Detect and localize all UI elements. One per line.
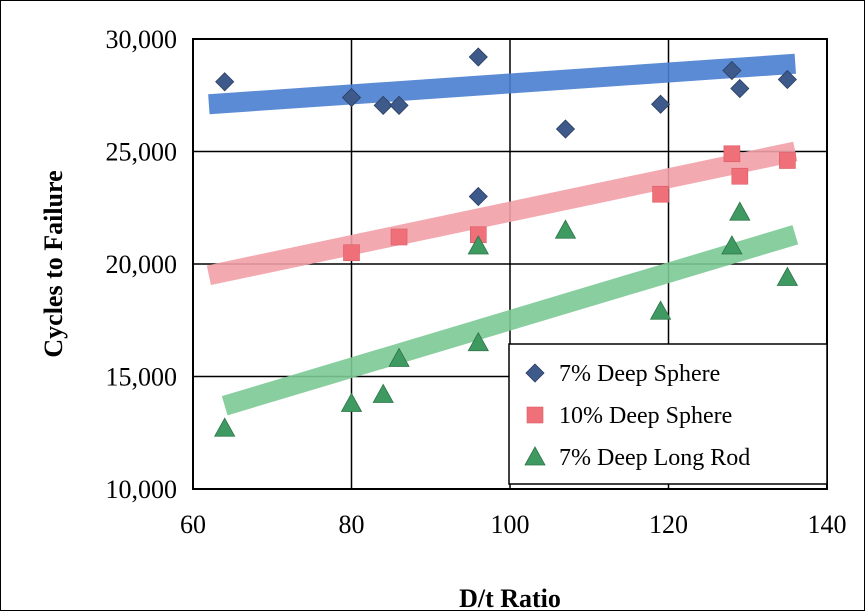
- data-points: [214, 47, 799, 437]
- data-point-series-2: [723, 145, 741, 163]
- data-point-series-3: [372, 383, 394, 403]
- trend-lines: [206, 53, 799, 416]
- legend-marker-3: [524, 446, 546, 466]
- data-point-series-1: [341, 87, 362, 108]
- y-tick-label: 20,000: [106, 250, 178, 279]
- y-tick-label: 30,000: [106, 25, 178, 54]
- x-tick-label: 100: [491, 510, 530, 539]
- x-tick-label: 80: [339, 510, 365, 539]
- data-point-series-2: [390, 228, 408, 246]
- data-point-series-3: [467, 331, 489, 352]
- data-point-series-3: [554, 219, 577, 239]
- trend-line-3: [221, 225, 799, 416]
- y-axis-title: Cycles to Failure: [39, 170, 68, 357]
- data-point-series-3: [721, 235, 743, 255]
- x-tick-labels: 60 80 100 120 140: [180, 510, 847, 539]
- data-point-series-1: [651, 94, 671, 114]
- data-point-series-3: [776, 266, 799, 286]
- data-point-series-3: [214, 417, 236, 437]
- legend-marker-2: [526, 406, 544, 424]
- y-tick-label: 15,000: [106, 363, 178, 392]
- legend-box: [508, 343, 828, 485]
- legend-label-2: 10% Deep Sphere: [559, 403, 732, 429]
- data-point-series-1: [468, 186, 488, 207]
- data-point-series-1: [730, 78, 750, 99]
- data-point-series-2: [343, 244, 360, 262]
- data-point-series-1: [215, 72, 235, 92]
- legend-label-1: 7% Deep Sphere: [559, 361, 720, 387]
- data-point-series-1: [555, 119, 576, 139]
- y-tick-labels: 10,000 15,000 20,000 25,000 30,000: [106, 25, 178, 504]
- legend-label-3: 7% Deep Long Rod: [559, 445, 750, 471]
- trend-line-2: [206, 141, 798, 286]
- data-point-series-3: [649, 300, 672, 320]
- y-tick-label: 10,000: [106, 475, 178, 504]
- data-point-series-2: [652, 185, 669, 203]
- data-point-series-1: [722, 60, 742, 81]
- x-tick-label: 60: [180, 510, 206, 539]
- data-point-series-1: [777, 69, 797, 90]
- data-point-series-1: [468, 47, 488, 67]
- data-point-series-2: [779, 152, 796, 169]
- data-point-series-3: [467, 235, 489, 255]
- x-axis-title: D/t Ratio: [459, 584, 561, 612]
- data-point-series-3: [729, 201, 751, 221]
- legend-marker-1: [525, 363, 545, 383]
- data-point-series-3: [340, 392, 363, 412]
- x-tick-label: 140: [808, 510, 847, 539]
- x-tick-label: 120: [649, 510, 688, 539]
- trend-line-1: [208, 53, 796, 115]
- data-point-series-1: [389, 95, 409, 115]
- legend: 7% Deep Sphere 10% Deep Sphere 7% Deep Lon…: [508, 343, 828, 485]
- data-point-series-3: [388, 347, 410, 367]
- y-tick-label: 25,000: [106, 138, 178, 167]
- data-point-series-1: [373, 95, 393, 115]
- data-point-series-2: [731, 167, 749, 185]
